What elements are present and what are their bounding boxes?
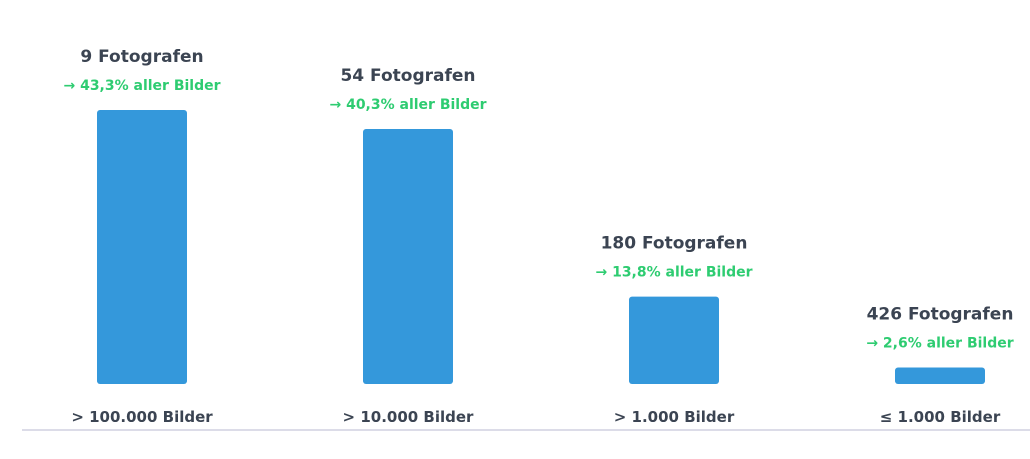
bar-count-label-3: 180 Fotografen [601, 234, 748, 254]
labels-group: 9 Fotografen → 43,3% aller Bilder > 100.00… [63, 47, 1013, 426]
bar-2 [363, 128, 453, 384]
bar-count-label-1: 9 Fotografen [80, 47, 203, 67]
bar-count-label-2: 54 Fotografen [340, 66, 475, 86]
x-tick-label-4: ≤ 1.000 Bilder [880, 408, 1001, 426]
bar-1 [97, 110, 187, 384]
bar-count-label-4: 426 Fotografen [867, 305, 1014, 325]
bar-share-label-3: → 13,8% aller Bilder [595, 265, 752, 281]
x-tick-label-1: > 100.000 Bilder [71, 408, 213, 426]
bar-4 [895, 367, 985, 384]
bar-share-label-1: → 43,3% aller Bilder [63, 78, 220, 94]
x-tick-label-3: > 1.000 Bilder [614, 408, 735, 426]
bars-group [97, 110, 985, 384]
bar-3 [629, 296, 719, 384]
bar-share-label-4: → 2,6% aller Bilder [866, 336, 1013, 352]
bar-share-label-2: → 40,3% aller Bilder [329, 97, 486, 113]
x-tick-label-2: > 10.000 Bilder [343, 408, 475, 426]
